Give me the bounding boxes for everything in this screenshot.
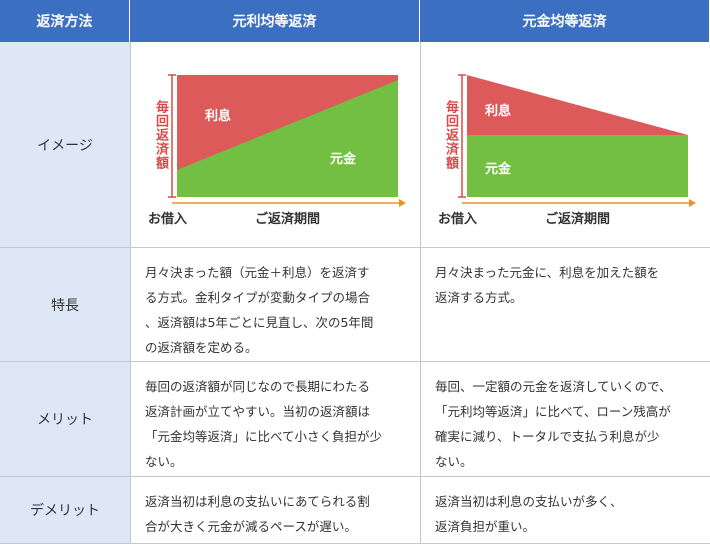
row-label: 特長	[0, 248, 130, 362]
y-axis-label: 毎回返済額	[443, 100, 458, 170]
diagram-cell: 利息元金お借入 ご返済期間 毎回返済額	[420, 42, 710, 248]
text: 利息	[205, 108, 231, 124]
text: 元金	[485, 161, 512, 177]
text-line: 毎回の返済額が同じなので長期にわたる	[145, 379, 371, 394]
text-line: 合が大きく元金が減るペースが遅い。	[145, 519, 357, 534]
header-cell: 返済方法	[0, 0, 130, 42]
text-line: 返済計画が立てやすい。当初の返済額は	[145, 404, 371, 419]
y-axis-label: 毎回返済額	[153, 100, 168, 170]
text: ご返済期間	[545, 211, 610, 227]
x-axis-arrow	[399, 199, 406, 207]
text-cell: 返済当初は利息の支払いにあてられる割 合が大きく元金が減るペースが遅い。	[130, 477, 420, 544]
header-cell: 元金均等返済	[420, 0, 710, 42]
text-line: 「元利均等返済」に比べて、ローン残高が	[435, 404, 671, 419]
text: 利息	[485, 103, 511, 119]
text-line: の返済額を定める。	[145, 340, 258, 355]
text-line: 返済当初は利息の支払いにあてられる割	[145, 494, 370, 509]
diagram-cell: 利息元金お借入 ご返済期間 毎回返済額	[130, 42, 420, 248]
text-line: ない。	[145, 454, 183, 469]
text: お借入	[148, 211, 187, 227]
text-line: 毎回、一定額の元金を返済していくので、	[435, 379, 672, 394]
text-cell: 返済当初は利息の支払いが多く、 返済負担が重い。	[420, 477, 710, 544]
text-line: る方式。金利タイプが変動タイプの場合	[145, 290, 371, 305]
row-label: デメリット	[0, 477, 130, 544]
interest-area	[467, 75, 688, 135]
text-cell: 月々決まった元金に、利息を加えた額を 返済する方式。	[420, 248, 710, 362]
text-cell: 毎回の返済額が同じなので長期にわたる 返済計画が立てやすい。当初の返済額は 「元金均…	[130, 362, 420, 477]
principal-area	[177, 80, 398, 197]
x-axis-arrow	[689, 199, 696, 207]
text: ご返済期間	[255, 211, 320, 227]
text-line: 返済負担が重い。	[435, 519, 536, 534]
row-label: メリット	[0, 362, 130, 477]
text-line: 「元金均等返済」に比べて小さく負担が少	[145, 429, 383, 444]
text-cell: 毎回、一定額の元金を返済していくので、 「元利均等返済」に比べて、ローン残高が 確実…	[420, 362, 710, 477]
text-line: 月々決まった額（元金＋利息）を返済す	[145, 265, 370, 280]
row-label: イメージ	[0, 42, 130, 248]
text: お借入	[438, 211, 477, 227]
principal-area	[467, 135, 688, 197]
text-line: 、返済額は5年ごとに見直し、次の5年間	[145, 315, 374, 330]
text-line: 確実に減り、トータルで支払う利息が少	[435, 429, 660, 444]
header-cell: 元利均等返済	[130, 0, 420, 42]
text: 元金	[330, 151, 357, 167]
text-line: ない。	[435, 454, 473, 469]
text-line: 返済当初は利息の支払いが多く、	[435, 494, 623, 509]
text-cell: 月々決まった額（元金＋利息）を返済す る方式。金利タイプが変動タイプの場合 、返済額…	[130, 248, 420, 362]
text-line: 月々決まった元金に、利息を加えた額を	[435, 265, 660, 280]
text-line: 返済する方式。	[435, 290, 523, 305]
